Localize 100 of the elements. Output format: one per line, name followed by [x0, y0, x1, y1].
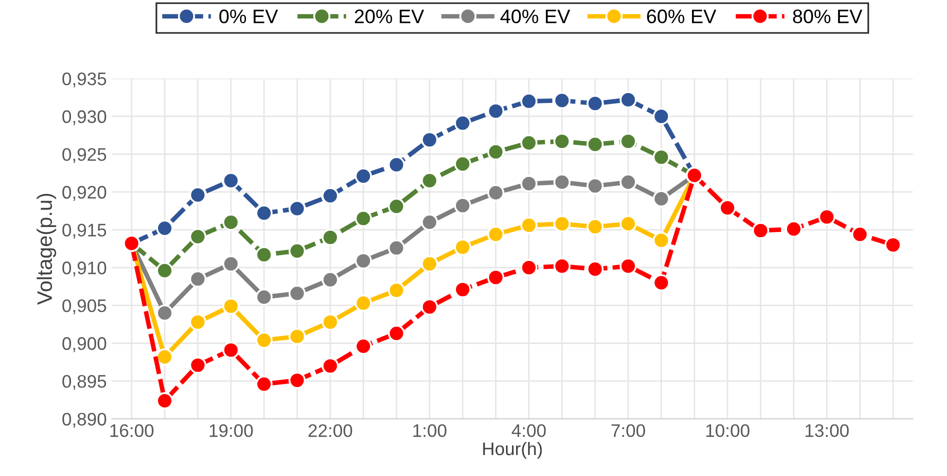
point [189, 356, 206, 374]
point [288, 200, 306, 218]
point [288, 372, 306, 389]
point [851, 226, 868, 243]
point [354, 252, 372, 270]
point [620, 258, 637, 275]
point [354, 168, 372, 185]
point [156, 304, 174, 322]
point [189, 228, 206, 246]
point [454, 114, 472, 132]
point [322, 357, 339, 374]
point [752, 222, 770, 240]
legend-label: 0% EV [219, 10, 278, 24]
y-tick-label: 0,925 [62, 148, 106, 164]
point [156, 220, 174, 237]
point [388, 324, 405, 342]
point [520, 259, 538, 276]
point [454, 197, 472, 214]
point [487, 226, 504, 243]
point [388, 239, 405, 256]
point [388, 282, 405, 299]
point [652, 274, 670, 292]
x-tick-label: 19:00 [210, 424, 253, 438]
point [586, 260, 604, 278]
point [454, 155, 472, 173]
point [652, 190, 670, 208]
point [652, 108, 670, 125]
point [620, 132, 637, 150]
point [156, 392, 174, 410]
point [322, 187, 339, 204]
legend-label: 60% EV [647, 10, 716, 24]
point [255, 246, 273, 264]
point [620, 91, 637, 108]
point [156, 262, 174, 280]
point [222, 342, 240, 359]
point [487, 268, 504, 286]
point [288, 328, 306, 345]
point [454, 281, 472, 298]
x-tick-label: 10:00 [706, 424, 750, 438]
point [388, 198, 405, 215]
point [454, 238, 472, 256]
point [189, 186, 206, 204]
point [255, 204, 273, 222]
point [553, 258, 571, 275]
point [322, 314, 339, 331]
point [586, 218, 604, 236]
x-tick-label: 13:00 [806, 424, 849, 438]
point [222, 255, 240, 272]
y-tick-label: 0,900 [62, 337, 106, 352]
point [586, 136, 604, 153]
y-tick-label: 0,895 [62, 375, 106, 390]
point [354, 294, 372, 312]
point [421, 172, 438, 190]
y-tick-label: 0,920 [62, 186, 106, 201]
y-tick-label: 0,905 [62, 299, 106, 314]
point [553, 215, 571, 232]
point [487, 184, 504, 202]
point [255, 288, 273, 306]
point [421, 131, 438, 148]
point [288, 242, 306, 260]
point [354, 210, 372, 227]
point [421, 214, 438, 231]
point [487, 102, 504, 120]
point [354, 338, 372, 355]
point [553, 174, 571, 191]
point [487, 143, 504, 160]
point [520, 134, 538, 152]
x-axis-title: Hour(h) [483, 442, 542, 459]
legend-label: 80% EV [793, 10, 862, 24]
point [189, 314, 206, 331]
point [652, 232, 670, 249]
y-axis-title: Voltage(p.u) [36, 194, 56, 305]
point [785, 220, 802, 238]
point [189, 270, 206, 288]
point [520, 175, 538, 192]
x-tick-label: 16:00 [110, 424, 154, 438]
point [818, 208, 836, 226]
point [520, 216, 538, 234]
point [421, 298, 438, 316]
point [322, 228, 339, 246]
y-tick-label: 0,935 [62, 72, 106, 88]
point [421, 255, 438, 272]
point [222, 298, 240, 315]
x-tick-label: 7:00 [612, 424, 646, 438]
point [288, 284, 306, 302]
point [553, 132, 571, 150]
y-tick-label: 0,910 [62, 262, 106, 276]
y-tick-label: 0,890 [62, 412, 106, 428]
point [586, 177, 604, 194]
point [222, 214, 240, 231]
point [255, 332, 273, 349]
x-tick-label: 22:00 [308, 424, 352, 438]
x-tick-label: 1:00 [413, 424, 446, 438]
y-tick-label: 0,930 [62, 110, 106, 126]
point [322, 271, 339, 288]
point [652, 148, 670, 166]
point [553, 92, 571, 110]
point [620, 174, 637, 191]
legend-label: 20% EV [354, 10, 424, 24]
point [586, 94, 604, 112]
